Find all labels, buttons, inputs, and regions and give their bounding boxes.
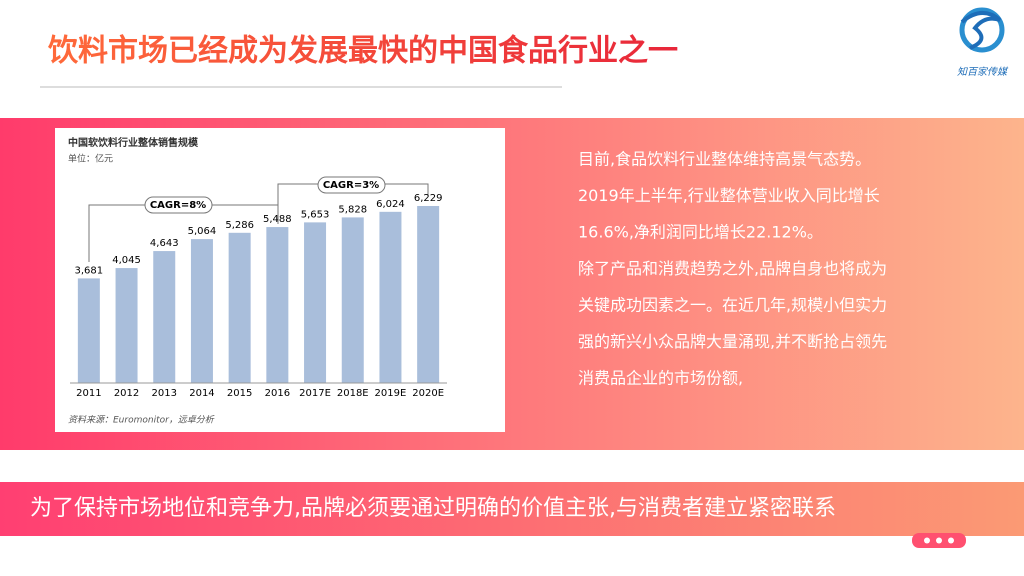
body-text-line: 除了产品和消费趋势之外,品牌自身也将成为 <box>578 259 887 278</box>
x-tick-label: 2015 <box>227 388 252 399</box>
x-tick-label: 2020E <box>412 388 444 399</box>
value-label: 3,681 <box>75 265 104 276</box>
body-text-line: 消费品企业的市场份额, <box>578 369 743 388</box>
nav-dot[interactable] <box>948 537 954 544</box>
logo-text: 知百家传媒 <box>957 66 1009 78</box>
nav-dot[interactable] <box>936 537 942 544</box>
bar <box>228 232 251 383</box>
bar <box>304 222 327 383</box>
value-label: 5,828 <box>338 204 367 215</box>
slide-title: 饮料市场已经成为发展最快的中国食品行业之一 <box>47 34 678 69</box>
bar <box>77 278 100 383</box>
x-tick-label: 2013 <box>152 388 177 399</box>
x-tick-label: 2014 <box>189 388 214 399</box>
bar <box>115 268 138 383</box>
value-label: 5,064 <box>188 226 217 237</box>
bar <box>341 217 364 383</box>
value-label: 5,653 <box>301 209 330 220</box>
body-text-line: 目前,食品饮料行业整体维持高景气态势。 <box>578 150 871 169</box>
x-tick-label: 2018E <box>337 388 369 399</box>
bar <box>266 227 289 383</box>
bar <box>417 206 440 383</box>
x-tick-label: 2016 <box>265 388 290 399</box>
annotation-box <box>317 176 386 194</box>
value-label: 4,643 <box>150 238 179 249</box>
x-tick-label: 2012 <box>114 388 139 399</box>
value-label: 5,286 <box>225 220 254 231</box>
chart-source: 资料来源：Euromonitor，远卓分析 <box>68 415 215 426</box>
value-label: 6,229 <box>414 193 443 204</box>
logo: 知百家传媒 <box>957 7 1009 78</box>
value-label: 5,488 <box>263 214 292 225</box>
annotation: CAGR=3% <box>323 180 379 191</box>
bar <box>190 239 213 383</box>
annotation-box <box>144 196 213 214</box>
banner-text: 为了保持市场地位和竞争力,品牌必须要通过明确的价值主张,与消费者建立紧密联系 <box>30 496 836 521</box>
bar <box>379 211 402 383</box>
body-text-line: 强的新兴小众品牌大量涌现,并不断抢占领先 <box>578 332 887 351</box>
body-text-line: 16.6%,净利润同比增长22.12%。 <box>578 223 823 242</box>
body-text-line: 2019年上半年,行业整体营业收入同比增长 <box>578 186 880 205</box>
value-label: 6,024 <box>376 199 405 210</box>
x-tick-label: 2017E <box>299 388 331 399</box>
body-text-line: 关键成功因素之一。在近几年,规模小但实力 <box>578 296 887 315</box>
banner <box>0 482 1024 536</box>
nav-dot[interactable] <box>924 537 930 544</box>
x-tick-label: 2019E <box>375 388 407 399</box>
x-tick-label: 2011 <box>76 388 101 399</box>
chart-subtitle: 单位：亿元 <box>68 153 113 165</box>
bar <box>153 251 176 383</box>
annotation: CAGR=8% <box>150 200 206 211</box>
chart-title: 中国软饮料行业整体销售规模 <box>68 136 199 149</box>
value-label: 4,045 <box>112 255 141 266</box>
